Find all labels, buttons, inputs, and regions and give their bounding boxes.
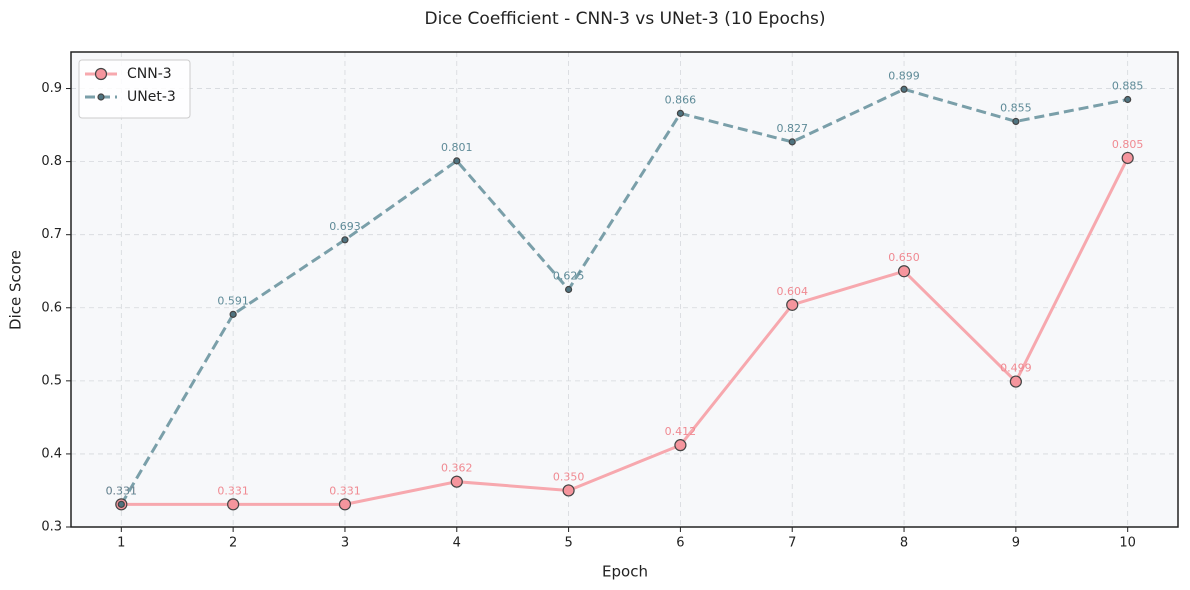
data-label: 0.331 bbox=[106, 484, 138, 497]
data-label: 0.855 bbox=[1000, 101, 1032, 114]
legend-label: CNN-3 bbox=[127, 66, 172, 82]
data-label: 0.362 bbox=[441, 462, 473, 475]
grid: 0.3 0.4 0.5 0.6 0.7 0.8 0.9 1 2 3 4 5 6 7 8 9 10 bbox=[41, 52, 1178, 551]
data-label: 0.866 bbox=[665, 93, 697, 106]
data-label: 0.591 bbox=[217, 294, 249, 307]
point bbox=[229, 310, 237, 318]
x-tick-label: 1 bbox=[117, 536, 125, 551]
legend-marker bbox=[94, 67, 108, 81]
plot-frame bbox=[70, 51, 1179, 528]
data-label: 0.693 bbox=[329, 220, 361, 233]
plot-area bbox=[71, 52, 1178, 527]
x-tick-label: 5 bbox=[564, 536, 572, 551]
data-label: 0.801 bbox=[441, 141, 473, 154]
y-tick-label: 0.5 bbox=[41, 373, 62, 388]
x-tick-label: 2 bbox=[229, 536, 237, 551]
data-label: 0.650 bbox=[888, 251, 920, 264]
point bbox=[786, 298, 799, 311]
y-tick-label: 0.3 bbox=[41, 520, 62, 535]
point bbox=[338, 498, 352, 511]
point bbox=[676, 109, 685, 117]
point bbox=[453, 157, 461, 165]
x-tick-label: 10 bbox=[1119, 536, 1136, 551]
data-label: 0.899 bbox=[888, 69, 920, 82]
y-tick-label: 0.8 bbox=[41, 154, 62, 169]
point bbox=[564, 285, 573, 294]
point bbox=[897, 265, 911, 278]
y-tick-label: 0.7 bbox=[41, 227, 62, 242]
data-label: 0.827 bbox=[776, 122, 808, 135]
y-tick-label: 0.9 bbox=[41, 81, 62, 96]
data-label: 0.805 bbox=[1112, 138, 1144, 151]
x-tick-label: 3 bbox=[341, 536, 349, 551]
point bbox=[341, 236, 349, 244]
chart-title: Dice Coefficient - CNN-3 vs UNet-3 (10 E… bbox=[425, 9, 826, 29]
x-axis-label: Epoch bbox=[602, 563, 648, 581]
y-tick-label: 0.6 bbox=[41, 300, 62, 315]
data-label: 0.625 bbox=[553, 270, 585, 283]
data-label: 0.499 bbox=[1000, 362, 1032, 375]
point bbox=[1009, 375, 1022, 388]
series-line bbox=[120, 87, 1128, 506]
y-tick-label: 0.4 bbox=[41, 446, 62, 461]
legend-label: UNet-3 bbox=[127, 89, 176, 105]
point bbox=[1121, 151, 1134, 165]
legend-marker bbox=[97, 93, 105, 101]
x-tick-label: 7 bbox=[788, 536, 796, 551]
point bbox=[1124, 95, 1132, 104]
data-label: 0.885 bbox=[1112, 80, 1144, 93]
data-label: 0.412 bbox=[665, 425, 697, 438]
point bbox=[450, 475, 463, 488]
data-label: 0.331 bbox=[329, 484, 361, 497]
y-axis-label: Dice Score bbox=[7, 250, 25, 330]
x-tick-label: 9 bbox=[1012, 536, 1020, 551]
legend: CNN-3 UNet-3 bbox=[78, 59, 191, 119]
point bbox=[117, 500, 125, 508]
point bbox=[900, 85, 908, 93]
data-label: 0.331 bbox=[217, 484, 249, 497]
x-tick-label: 4 bbox=[453, 536, 461, 551]
x-tick-label: 8 bbox=[900, 536, 908, 551]
point bbox=[674, 439, 687, 452]
point bbox=[562, 484, 575, 497]
data-label: 0.350 bbox=[553, 470, 585, 483]
plot: 0.331 0.331 0.331 0.362 0.350 0.412 0.604 0.650… bbox=[106, 69, 1144, 511]
point bbox=[788, 138, 796, 146]
data-label: 0.331 bbox=[106, 484, 138, 497]
point bbox=[1012, 117, 1020, 126]
data-label: 0.604 bbox=[776, 285, 808, 298]
x-tick-label: 6 bbox=[676, 536, 684, 551]
series-line bbox=[121, 157, 1130, 506]
point bbox=[227, 498, 240, 511]
